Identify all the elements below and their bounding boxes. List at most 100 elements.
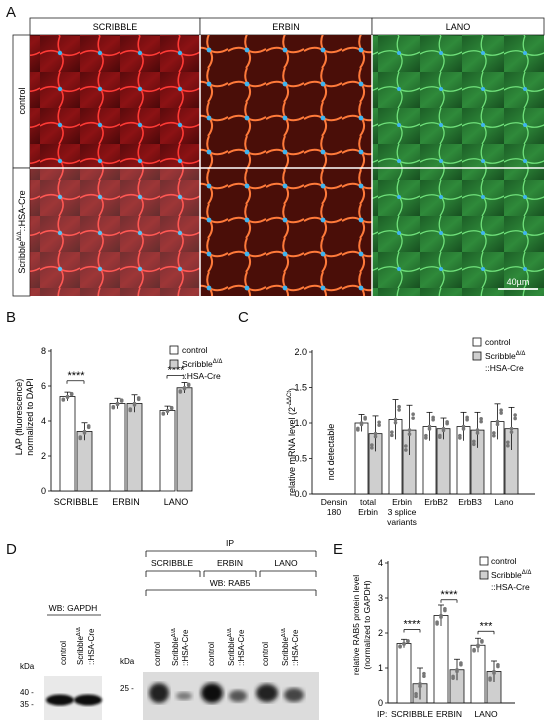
data-point [359,421,364,425]
data-point [78,435,83,439]
y-tick-label: 0.0 [294,489,307,499]
data-point [465,415,469,420]
panel-letter-d: D [6,541,17,558]
data-point [438,433,442,438]
y-tick-label: 0 [41,486,46,496]
data-point [402,641,406,646]
data-point [472,442,476,447]
legend-b-mutant: ScribbleΔ/Δ [182,359,222,369]
sig-stars: **** [67,370,85,382]
data-point [377,420,381,425]
data-point [82,429,87,434]
data-point [488,676,492,681]
not-detectable-label: not detectable [326,424,336,481]
legend-c-control: control [485,337,511,347]
x-tick-label: SCRIBBLE [391,709,433,719]
ip-group-erbin: ERBIN [217,558,243,568]
chart-c-ylabel: relative mRNA level (2-ΔΔCt) [287,388,297,496]
data-point [178,389,183,393]
marker-35: 35 - [20,700,34,709]
data-point [65,394,70,399]
chart-b-ylabel: LAP (fluorescence)normalized to DAPI [14,378,35,456]
bar-control [159,410,176,492]
data-point [479,419,483,424]
wb-rab5-label: WB: RAB5 [210,578,251,588]
panel-letter-b: B [6,309,17,326]
panel-letter-a: A [6,4,17,21]
data-point [475,428,480,432]
data-point [506,443,510,448]
x-tick-label: LANO [474,709,498,719]
data-point [427,424,432,429]
data-point [161,411,166,416]
data-point [496,662,500,667]
gapdh-lane-control: control [59,641,68,665]
data-point [461,424,466,429]
data-point [418,681,422,686]
data-point [459,661,463,665]
y-tick-label: 4 [41,416,46,426]
data-point [431,415,435,420]
legend-e-mutant: ScribbleΔ/Δ [491,570,531,580]
data-point [439,613,443,618]
data-point [373,431,378,436]
data-point [61,397,66,402]
data-point [414,694,418,699]
e-ip-prefix: IP: [377,709,387,719]
data-point [499,411,503,415]
data-point [377,423,381,427]
marker-40: 40 - [20,688,34,697]
y-tick-label: 2.0 [294,347,307,357]
data-point [169,405,174,410]
scale-bar-label: 40µm [507,277,530,287]
image-erbin-control [200,35,372,168]
col-header-scribble: SCRIBBLE [93,22,138,32]
data-point [356,426,360,431]
data-point [111,405,116,409]
wb-gapdh-label: WB: GAPDH [49,603,98,613]
rab5-lane-4: ScribbleΔ/Δ [227,628,236,666]
bar-mutant [126,403,143,492]
data-point [186,382,191,387]
x-tick-label: ERBIN [436,709,462,719]
y-tick-label: 0.5 [294,454,307,464]
chart-e-ylabel: relative RAB5 protein level(normalized t… [351,575,372,675]
legend-c-mutant: ScribbleΔ/Δ [485,351,525,361]
bar-control [59,396,76,492]
sig-stars: **** [440,589,458,601]
data-point [422,674,426,678]
bar-control [109,403,126,492]
data-point [492,433,496,438]
y-tick-label: 4 [378,558,383,568]
data-point [136,396,141,400]
data-point [443,606,447,611]
x-tick-label: ErbB3 [458,497,482,507]
x-tick-label: SCRIBBLE [54,497,99,507]
data-point [363,415,367,420]
rab5-lane-1: control [153,642,162,666]
data-point [132,401,137,406]
data-point [513,413,517,417]
data-point [115,401,120,406]
x-tick-label: ErbB2 [424,497,448,507]
x-tick-label: total Erbin [358,497,378,517]
data-point [451,674,455,679]
data-point [495,419,500,424]
data-point [404,448,408,452]
image-erbin-mutant [200,168,372,296]
ip-group-scribble: SCRIBBLE [151,558,193,568]
data-point [390,433,394,438]
data-point [182,385,187,390]
bar-control [354,422,369,495]
data-point [119,398,124,402]
data-point [397,408,401,412]
data-point [411,416,415,420]
gapdh-lane-mutant-2: ::HSA-Cre [87,628,96,665]
y-tick-label: 2 [378,628,383,638]
data-point [406,639,410,643]
data-point [411,412,415,416]
data-point [373,434,378,439]
marker-25: 25 - [120,684,134,693]
y-tick-label: 8 [41,346,46,356]
